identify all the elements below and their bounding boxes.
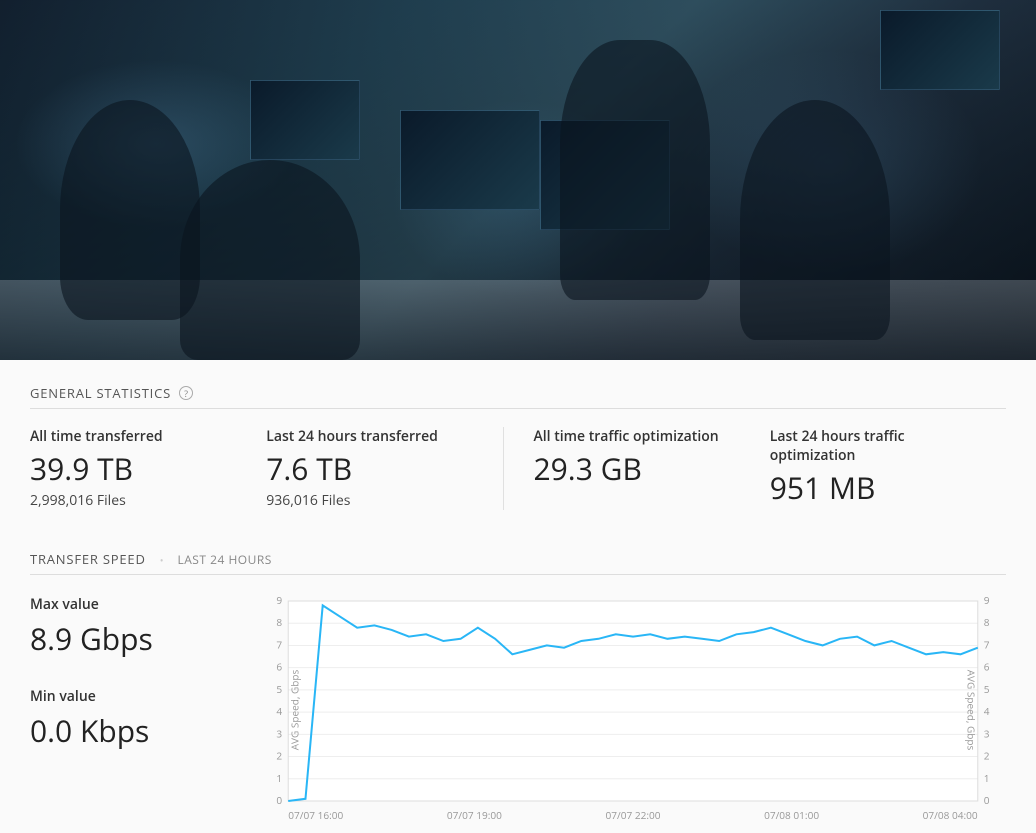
svg-text:6: 6 (984, 660, 990, 674)
svg-text:3: 3 (276, 726, 282, 740)
stat-last-24h-optimization: Last 24 hours traffic optimization 951 M… (770, 427, 1006, 510)
svg-text:07/08 01:00: 07/08 01:00 (764, 808, 819, 822)
stat-label: Last 24 hours traffic optimization (770, 427, 986, 465)
speed-meta: Max value 8.9 Gbps Min value 0.0 Kbps (30, 595, 230, 825)
svg-text:8: 8 (984, 615, 990, 629)
svg-text:1: 1 (276, 771, 282, 785)
max-value-label: Max value (30, 595, 230, 614)
svg-text:9: 9 (276, 595, 282, 607)
svg-text:7: 7 (276, 637, 282, 651)
svg-text:1: 1 (984, 771, 990, 785)
max-value-block: Max value 8.9 Gbps (30, 595, 230, 659)
svg-text:4: 4 (276, 704, 282, 718)
svg-text:8: 8 (276, 615, 282, 629)
svg-text:07/08 04:00: 07/08 04:00 (923, 808, 978, 822)
svg-text:0: 0 (276, 793, 282, 807)
svg-text:4: 4 (984, 704, 990, 718)
stat-label: All time transferred (30, 427, 246, 446)
svg-text:0: 0 (984, 793, 990, 807)
stat-all-time-transferred: All time transferred 39.9 TB 2,998,016 F… (30, 427, 266, 510)
svg-text:07/07 22:00: 07/07 22:00 (605, 808, 660, 822)
svg-text:3: 3 (984, 726, 990, 740)
stat-label: Last 24 hours transferred (266, 427, 482, 446)
stat-value: 7.6 TB (266, 452, 482, 485)
min-value-label: Min value (30, 687, 230, 706)
stat-value: 39.9 TB (30, 452, 246, 485)
svg-text:5: 5 (984, 682, 990, 696)
stat-all-time-optimization: All time traffic optimization 29.3 GB (534, 427, 770, 510)
y-axis-label-left: AVG Speed, Gbps (287, 670, 301, 751)
transfer-speed-chart: AVG Speed, Gbps AVG Speed, Gbps 0 0 1 1 2 2 3 3… (260, 595, 1006, 825)
chart-svg: 0 0 1 1 2 2 3 3 4 4 5 5 6 6 7 7 8 8 9 9 07/07 16:00 07/07 19:… (260, 595, 1006, 825)
svg-text:2: 2 (276, 749, 282, 763)
stat-label: All time traffic optimization (534, 427, 750, 446)
stat-sub: 2,998,016 Files (30, 491, 246, 510)
svg-text:5: 5 (276, 682, 282, 696)
general-stats-title: GENERAL STATISTICS (30, 384, 171, 402)
stats-row: All time transferred 39.9 TB 2,998,016 F… (30, 427, 1006, 510)
stat-sub: 936,016 Files (266, 491, 482, 510)
help-icon[interactable]: ? (179, 386, 193, 400)
svg-text:07/07 16:00: 07/07 16:00 (288, 808, 343, 822)
max-value: 8.9 Gbps (30, 618, 230, 659)
min-value: 0.0 Kbps (30, 710, 230, 751)
svg-text:2: 2 (984, 749, 990, 763)
min-value-block: Min value 0.0 Kbps (30, 687, 230, 751)
transfer-speed-header: TRANSFER SPEED • LAST 24 HOURS (30, 550, 1006, 575)
svg-text:6: 6 (276, 660, 282, 674)
hero-image (0, 0, 1036, 360)
stat-value: 29.3 GB (534, 452, 750, 485)
general-stats-header: GENERAL STATISTICS ? (30, 384, 1006, 409)
y-axis-label-right: AVG Speed, Gbps (965, 670, 979, 751)
separator-dot: • (160, 553, 164, 567)
transfer-speed-subtitle: LAST 24 HOURS (177, 551, 271, 568)
svg-text:9: 9 (984, 595, 990, 607)
stat-last-24h-transferred: Last 24 hours transferred 7.6 TB 936,016… (266, 427, 503, 510)
stat-value: 951 MB (770, 471, 986, 504)
svg-text:07/07 19:00: 07/07 19:00 (447, 808, 502, 822)
transfer-speed-title: TRANSFER SPEED (30, 550, 146, 568)
svg-text:7: 7 (984, 637, 990, 651)
